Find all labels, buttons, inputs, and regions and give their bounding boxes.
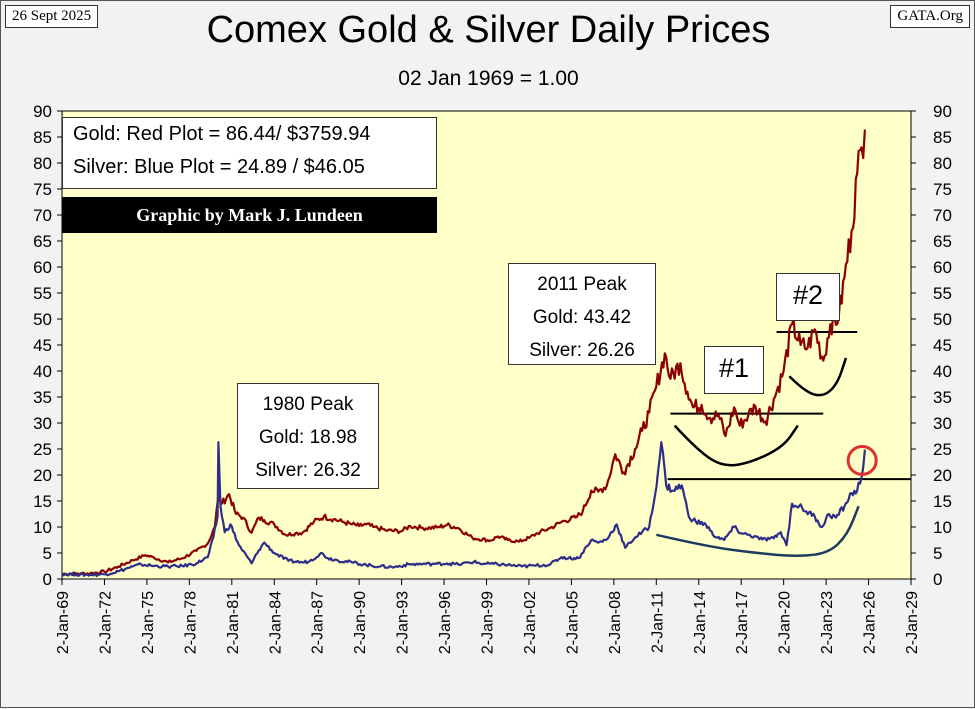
x-tick-label: 2-Jan-23 [819,591,836,654]
x-tick-label: 2-Jan-93 [395,591,412,654]
credit-box: Graphic by Mark J. Lundeen [62,197,437,233]
y-tick-label-left: 20 [33,466,52,485]
y-tick-label-left: 35 [33,388,52,407]
y-tick-label-left: 45 [33,336,52,355]
date-tag: 26 Sept 2025 [5,5,99,28]
x-tick-label: 2-Jan-81 [225,591,242,654]
annotation-2011-silver: Silver: 26.26 [529,340,635,361]
x-tick-label: 2-Jan-26 [862,591,879,654]
y-tick-label-right: 85 [933,128,952,147]
x-tick-label: 2-Jan-11 [649,591,666,653]
x-tick-label: 2-Jan-75 [140,591,157,654]
x-tick-label: 2-Jan-17 [734,591,751,654]
y-tick-label-left: 65 [33,232,52,251]
y-tick-label-left: 25 [33,440,52,459]
source-tag: GATA.Org [890,5,970,28]
y-tick-label-right: 55 [933,284,952,303]
y-tick-label-left: 50 [33,310,52,329]
annotation-2011-title: 2011 Peak [537,274,627,295]
x-tick-label: 2-Jan-99 [480,591,497,654]
y-tick-label-left: 90 [33,102,52,121]
chart-subtitle: 02 Jan 1969 = 1.00 [398,67,579,90]
x-tick-label: 2-Jan-69 [55,591,72,654]
x-tick-label: 2-Jan-87 [310,591,327,654]
y-tick-label-right: 45 [933,336,952,355]
y-tick-label-right: 65 [933,232,952,251]
y-tick-label-right: 25 [933,440,952,459]
x-tick-label: 2-Jan-72 [97,591,114,654]
legend-silver: Silver: Blue Plot = 24.89 / $46.05 [73,156,365,178]
y-tick-label-left: 75 [33,180,52,199]
y-tick-label-left: 0 [43,570,52,589]
y-tick-label-right: 30 [933,414,952,433]
legend-box: Gold: Red Plot = 86.44/ $3759.94 Silver:… [62,117,437,189]
annotation-2011-peak: 2011 Peak Gold: 43.42 Silver: 26.26 [508,263,656,365]
annotation-1980-peak: 1980 Peak Gold: 18.98 Silver: 26.32 [237,383,379,489]
y-tick-label-right: 80 [933,154,952,173]
legend-gold: Gold: Red Plot = 86.44/ $3759.94 [73,123,371,145]
x-tick-label: 2-Jan-29 [904,591,921,654]
y-tick-label-left: 15 [33,492,52,511]
annotation-1980-title: 1980 Peak [262,394,354,415]
y-tick-label-right: 70 [933,206,952,225]
annotation-1980-gold: Gold: 18.98 [258,427,358,448]
cup-2 [788,357,848,397]
y-tick-label-right: 15 [933,492,952,511]
y-tick-label-left: 55 [33,284,52,303]
x-tick-label: 2-Jan-96 [437,591,454,654]
y-tick-label-right: 20 [933,466,952,485]
y-tick-label-right: 60 [933,258,952,277]
x-tick-label: 2-Jan-84 [267,591,284,654]
x-tick-label: 2-Jan-20 [777,591,794,654]
y-tick-label-left: 70 [33,206,52,225]
annotation-2011-gold: Gold: 43.42 [532,307,632,328]
x-tick-label: 2-Jan-05 [564,591,581,654]
y-tick-label-left: 40 [33,362,52,381]
y-tick-label-right: 10 [933,518,952,537]
x-tick-label: 2-Jan-02 [522,591,539,654]
x-tick-label: 2-Jan-08 [607,591,624,654]
silver-series-line [61,441,866,578]
y-tick-label-right: 5 [933,544,942,563]
y-tick-label-left: 60 [33,258,52,277]
y-tick-label-right: 40 [933,362,952,381]
chart-title: Comex Gold & Silver Daily Prices [206,9,771,51]
y-tick-label-right: 75 [933,180,952,199]
y-tick-label-left: 85 [33,128,52,147]
cup-1 [673,424,799,467]
series-layer [61,129,878,578]
y-tick-label-left: 10 [33,518,52,537]
highlight-circle [846,444,878,476]
silver-cup [656,505,860,557]
y-tick-label-left: 30 [33,414,52,433]
y-tick-label-left: 80 [33,154,52,173]
plot-background [61,110,912,580]
y-tick-label-right: 0 [933,570,942,589]
x-tick-label: 2-Jan-14 [692,591,709,654]
y-tick-label-right: 90 [933,102,952,121]
annotation-1980-silver: Silver: 26.32 [255,460,361,481]
marker-2: #2 [776,273,840,321]
x-tick-label: 2-Jan-90 [352,591,369,654]
x-tick-label: 2-Jan-78 [182,591,199,654]
overlay-layer [656,331,911,557]
marker-1: #1 [704,346,764,394]
y-tick-label-right: 35 [933,388,952,407]
gold-series-line [62,129,866,577]
y-tick-label-right: 50 [933,310,952,329]
y-tick-label-left: 5 [43,544,52,563]
